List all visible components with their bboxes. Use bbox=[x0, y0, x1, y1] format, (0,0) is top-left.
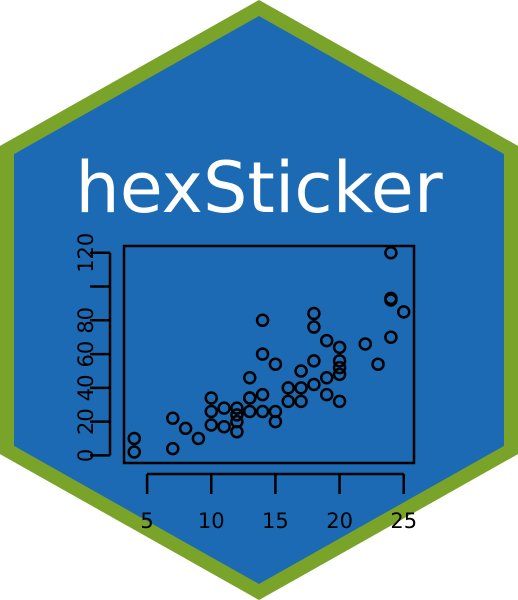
data-point bbox=[268, 404, 283, 419]
x-tick-label: 20 bbox=[326, 509, 353, 533]
data-point bbox=[332, 340, 347, 355]
data-point bbox=[217, 419, 231, 434]
data-point bbox=[319, 333, 334, 348]
data-point bbox=[166, 411, 180, 425]
data-point bbox=[243, 370, 257, 385]
data-point bbox=[281, 381, 295, 395]
y-tick-label: 20 bbox=[74, 408, 98, 435]
data-point bbox=[191, 431, 206, 446]
data-point bbox=[371, 357, 385, 371]
data-point bbox=[255, 404, 270, 419]
data-point bbox=[127, 445, 142, 459]
x-tick-label: 25 bbox=[390, 509, 417, 533]
data-point bbox=[255, 313, 270, 328]
data-point bbox=[166, 441, 180, 456]
data-point bbox=[230, 408, 244, 422]
data-point bbox=[243, 404, 257, 419]
data-point bbox=[384, 330, 398, 344]
plot-frame bbox=[122, 244, 416, 465]
data-point bbox=[294, 364, 308, 378]
data-point bbox=[332, 394, 347, 409]
x-tick-label: 10 bbox=[198, 509, 225, 533]
data-point bbox=[332, 367, 347, 382]
data-point bbox=[307, 377, 321, 392]
data-point bbox=[307, 306, 321, 321]
data-point bbox=[294, 381, 308, 395]
data-point bbox=[307, 320, 321, 334]
y-tick-label: 40 bbox=[74, 374, 98, 401]
x-tick-label: 5 bbox=[140, 509, 153, 533]
data-point bbox=[217, 401, 231, 415]
data-point bbox=[178, 421, 193, 436]
data-point bbox=[204, 418, 219, 432]
sticker-title: hexSticker bbox=[75, 147, 443, 229]
data-point bbox=[396, 305, 411, 319]
data-point bbox=[204, 404, 219, 419]
data-point bbox=[294, 394, 308, 409]
data-point bbox=[319, 370, 334, 385]
x-tick-label: 15 bbox=[262, 509, 289, 533]
data-point bbox=[384, 246, 398, 260]
data-point bbox=[307, 354, 321, 368]
data-point bbox=[268, 357, 283, 371]
data-point bbox=[332, 360, 347, 375]
y-tick-label: 60 bbox=[74, 341, 98, 368]
y-tick-label: 80 bbox=[74, 307, 98, 334]
data-point bbox=[255, 387, 270, 402]
data-point bbox=[243, 391, 257, 405]
data-point bbox=[384, 291, 398, 306]
data-point bbox=[127, 431, 142, 446]
data-point bbox=[358, 337, 372, 351]
y-tick-label: 120 bbox=[74, 233, 98, 273]
data-point bbox=[332, 354, 347, 368]
data-point bbox=[204, 391, 219, 405]
data-point bbox=[230, 414, 244, 429]
y-tick-label: 0 bbox=[74, 449, 98, 462]
data-point bbox=[281, 394, 295, 409]
data-point bbox=[230, 401, 244, 415]
data-point bbox=[255, 347, 270, 361]
data-point bbox=[319, 387, 334, 402]
scatter-plot: 5 10 15 20 25 0 20 40 60 80 120 bbox=[74, 233, 417, 533]
